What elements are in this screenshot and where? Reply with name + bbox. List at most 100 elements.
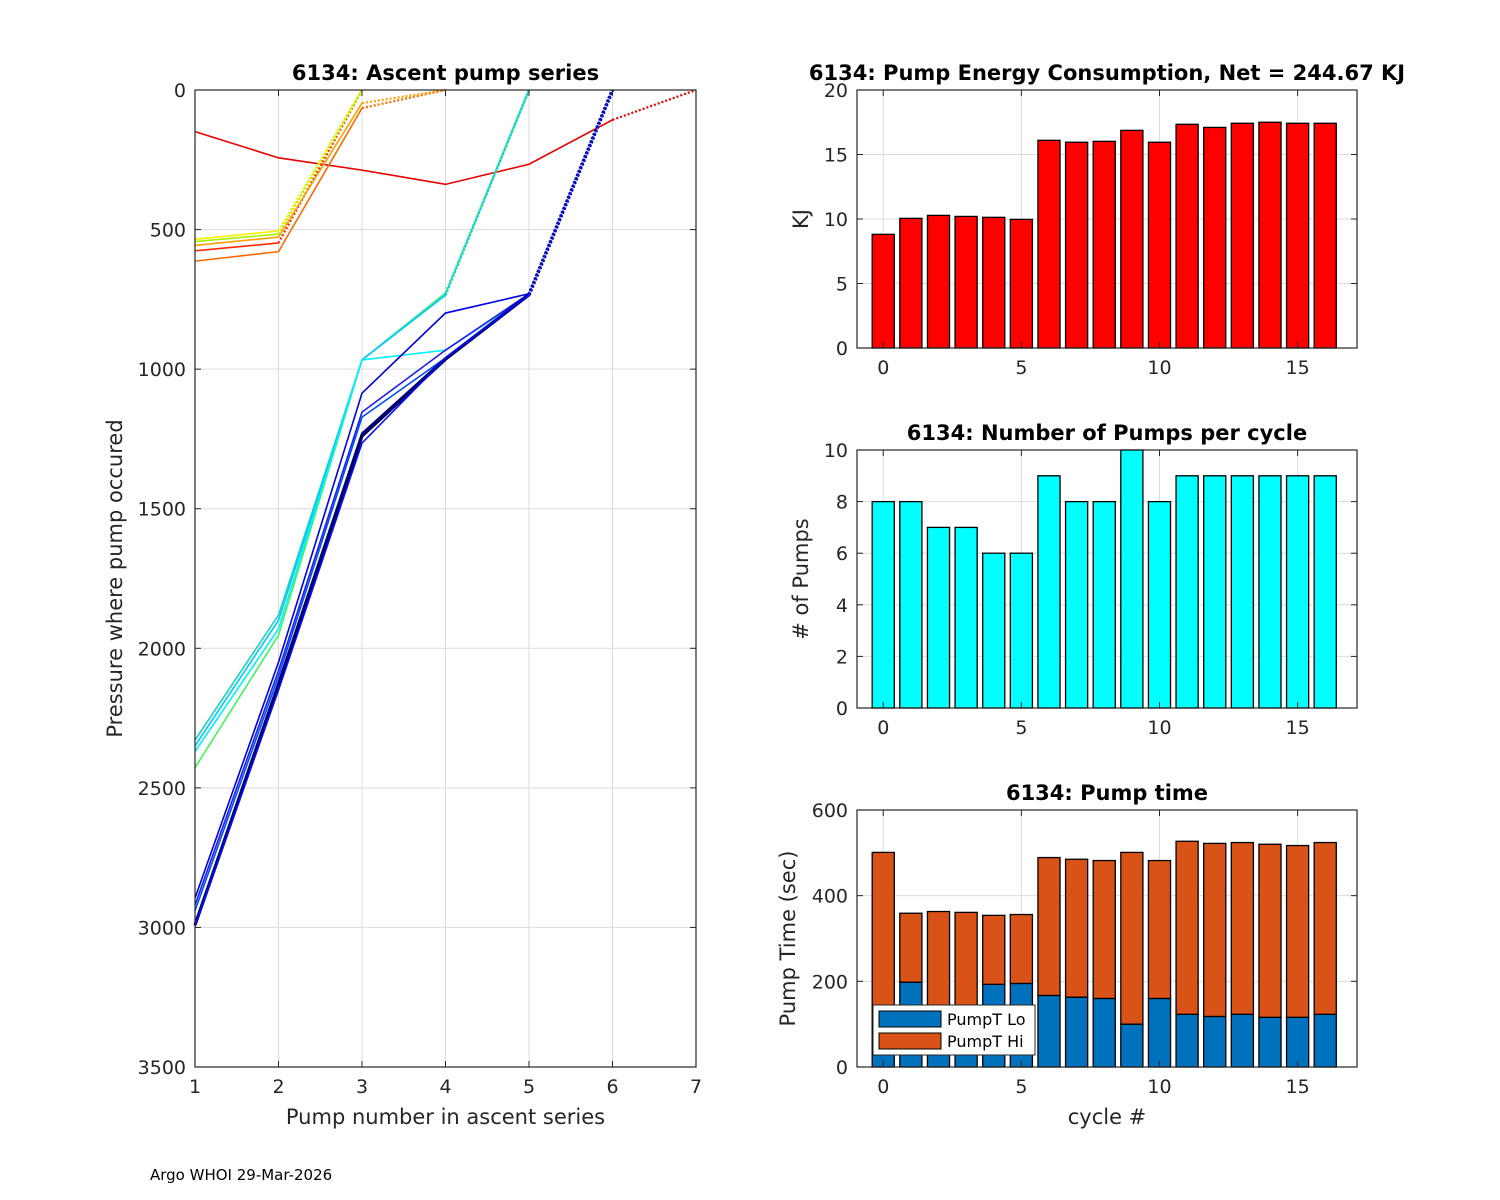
y-tick-label: 0 — [836, 698, 848, 720]
series-line — [194, 102, 363, 247]
series-tail-dotted — [612, 88, 697, 121]
bar — [1064, 141, 1089, 349]
axes-box — [856, 449, 1358, 709]
bar-pumpt-hi — [1064, 858, 1089, 998]
x-tick-label: 15 — [1286, 357, 1310, 379]
bar-pumpt-hi — [1230, 841, 1255, 1015]
series-tail-dotted — [444, 89, 531, 296]
bar-pumpt-lo — [1230, 1013, 1255, 1068]
bar-pumpt-hi — [871, 851, 895, 1030]
bar-pumpt-lo — [1147, 997, 1172, 1068]
series-line — [194, 294, 446, 747]
bar — [1230, 475, 1255, 709]
y-tick-label: 10 — [824, 440, 848, 462]
y-tick-label: 0 — [836, 338, 848, 360]
series-tail-dotted — [527, 89, 614, 296]
x-axis-label: cycle # — [1068, 1105, 1147, 1129]
bar — [1313, 122, 1337, 349]
x-tick-label: 5 — [523, 1076, 535, 1098]
legend-swatch — [878, 1010, 942, 1028]
y-tick-label: 0 — [174, 80, 186, 102]
bar-pumpt-hi — [1009, 913, 1034, 985]
bar — [1175, 475, 1199, 709]
axes-box — [856, 809, 1358, 1068]
legend-swatch — [878, 1032, 942, 1050]
x-tick-label: 10 — [1147, 717, 1171, 739]
bar — [871, 233, 895, 349]
series-tail-dotted — [277, 89, 363, 232]
bar-pumpt-hi — [1313, 841, 1337, 1015]
chart-pumptime: 0 5 10 15 0 200 400 600 6134: Pump time cycle # Pu… — [776, 781, 1358, 1129]
chart-title: 6134: Pump time — [1006, 781, 1208, 805]
x-tick-label: 10 — [1147, 357, 1171, 379]
series-line — [194, 242, 279, 252]
bar-pumpt-hi — [926, 910, 951, 1017]
y-tick-label: 0 — [836, 1057, 848, 1079]
bar-pumpt-lo — [1258, 1016, 1282, 1068]
x-tick-label: 0 — [877, 1076, 889, 1098]
x-tick-label: 3 — [356, 1076, 368, 1098]
bar — [1037, 475, 1061, 709]
bar-pumpt-lo — [1285, 1016, 1310, 1068]
bar — [1120, 129, 1144, 349]
bar — [899, 217, 923, 349]
chart-title: 6134: Pump Energy Consumption, Net = 244… — [809, 61, 1405, 85]
x-tick-label: 10 — [1147, 1076, 1171, 1098]
bar-pumpt-hi — [1120, 851, 1144, 1025]
y-axis-label: # of Pumps — [789, 518, 813, 640]
series-line — [194, 107, 363, 262]
x-tick-label: 4 — [439, 1076, 451, 1098]
y-axis-label: Pressure where pump occured — [103, 419, 127, 737]
bar — [926, 214, 951, 349]
bar-pumpt-hi — [982, 914, 1006, 985]
bar — [1258, 475, 1282, 709]
bar — [982, 216, 1006, 349]
y-tick-label: 3500 — [138, 1057, 186, 1079]
y-tick-label: 1000 — [138, 359, 186, 381]
chart-title: 6134: Ascent pump series — [292, 61, 599, 85]
footer-text: Argo WHOI 29-Mar-2026 — [150, 1166, 333, 1184]
chart-ascent: 1 2 3 4 5 6 7 0 500 1000 1500 2000 2500 3000 3500 6134:… — [103, 61, 702, 1129]
bar — [1285, 475, 1310, 709]
bar — [1285, 122, 1310, 349]
bar — [1037, 139, 1061, 349]
series-line — [194, 294, 530, 927]
bar — [1147, 141, 1172, 349]
series-line — [194, 230, 279, 241]
y-tick-label: 3000 — [138, 917, 186, 939]
bar-pumpt-lo — [1175, 1013, 1199, 1068]
bar — [954, 526, 978, 709]
y-axis-label: Pump Time (sec) — [776, 851, 800, 1027]
y-tick-label: 200 — [812, 971, 848, 993]
bar — [1313, 475, 1337, 709]
y-tick-label: 2000 — [138, 638, 186, 660]
x-tick-label: 15 — [1286, 1076, 1310, 1098]
y-tick-label: 5 — [836, 274, 848, 296]
y-tick-label: 600 — [812, 800, 848, 822]
y-tick-label: 15 — [824, 145, 848, 167]
bar-pumpt-lo — [1092, 997, 1116, 1068]
bar — [899, 500, 923, 709]
bar-pumpt-lo — [1313, 1013, 1337, 1068]
chart-title: 6134: Number of Pumps per cycle — [907, 421, 1307, 445]
y-axis-label: KJ — [789, 209, 813, 229]
bar-pumpt-hi — [954, 911, 978, 1017]
bar-pumpt-hi — [1203, 842, 1227, 1018]
y-tick-label: 500 — [150, 220, 186, 242]
y-tick-label: 4 — [836, 595, 848, 617]
x-tick-label: 7 — [690, 1076, 702, 1098]
x-tick-label: 5 — [1015, 717, 1027, 739]
bar — [1009, 218, 1034, 349]
bar — [1175, 123, 1199, 349]
bar-pumpt-lo — [1037, 994, 1061, 1068]
bar-pumpt-lo — [1120, 1023, 1144, 1068]
y-tick-label: 2 — [836, 646, 848, 668]
x-tick-label: 0 — [877, 717, 889, 739]
legend-label: PumpT Hi — [947, 1032, 1024, 1051]
chart-pumps: 0 5 10 15 0 2 4 6 8 10 6134: Number of Pumps per c… — [789, 421, 1358, 739]
bar — [954, 215, 978, 349]
x-tick-label: 0 — [877, 357, 889, 379]
bar — [982, 552, 1006, 709]
